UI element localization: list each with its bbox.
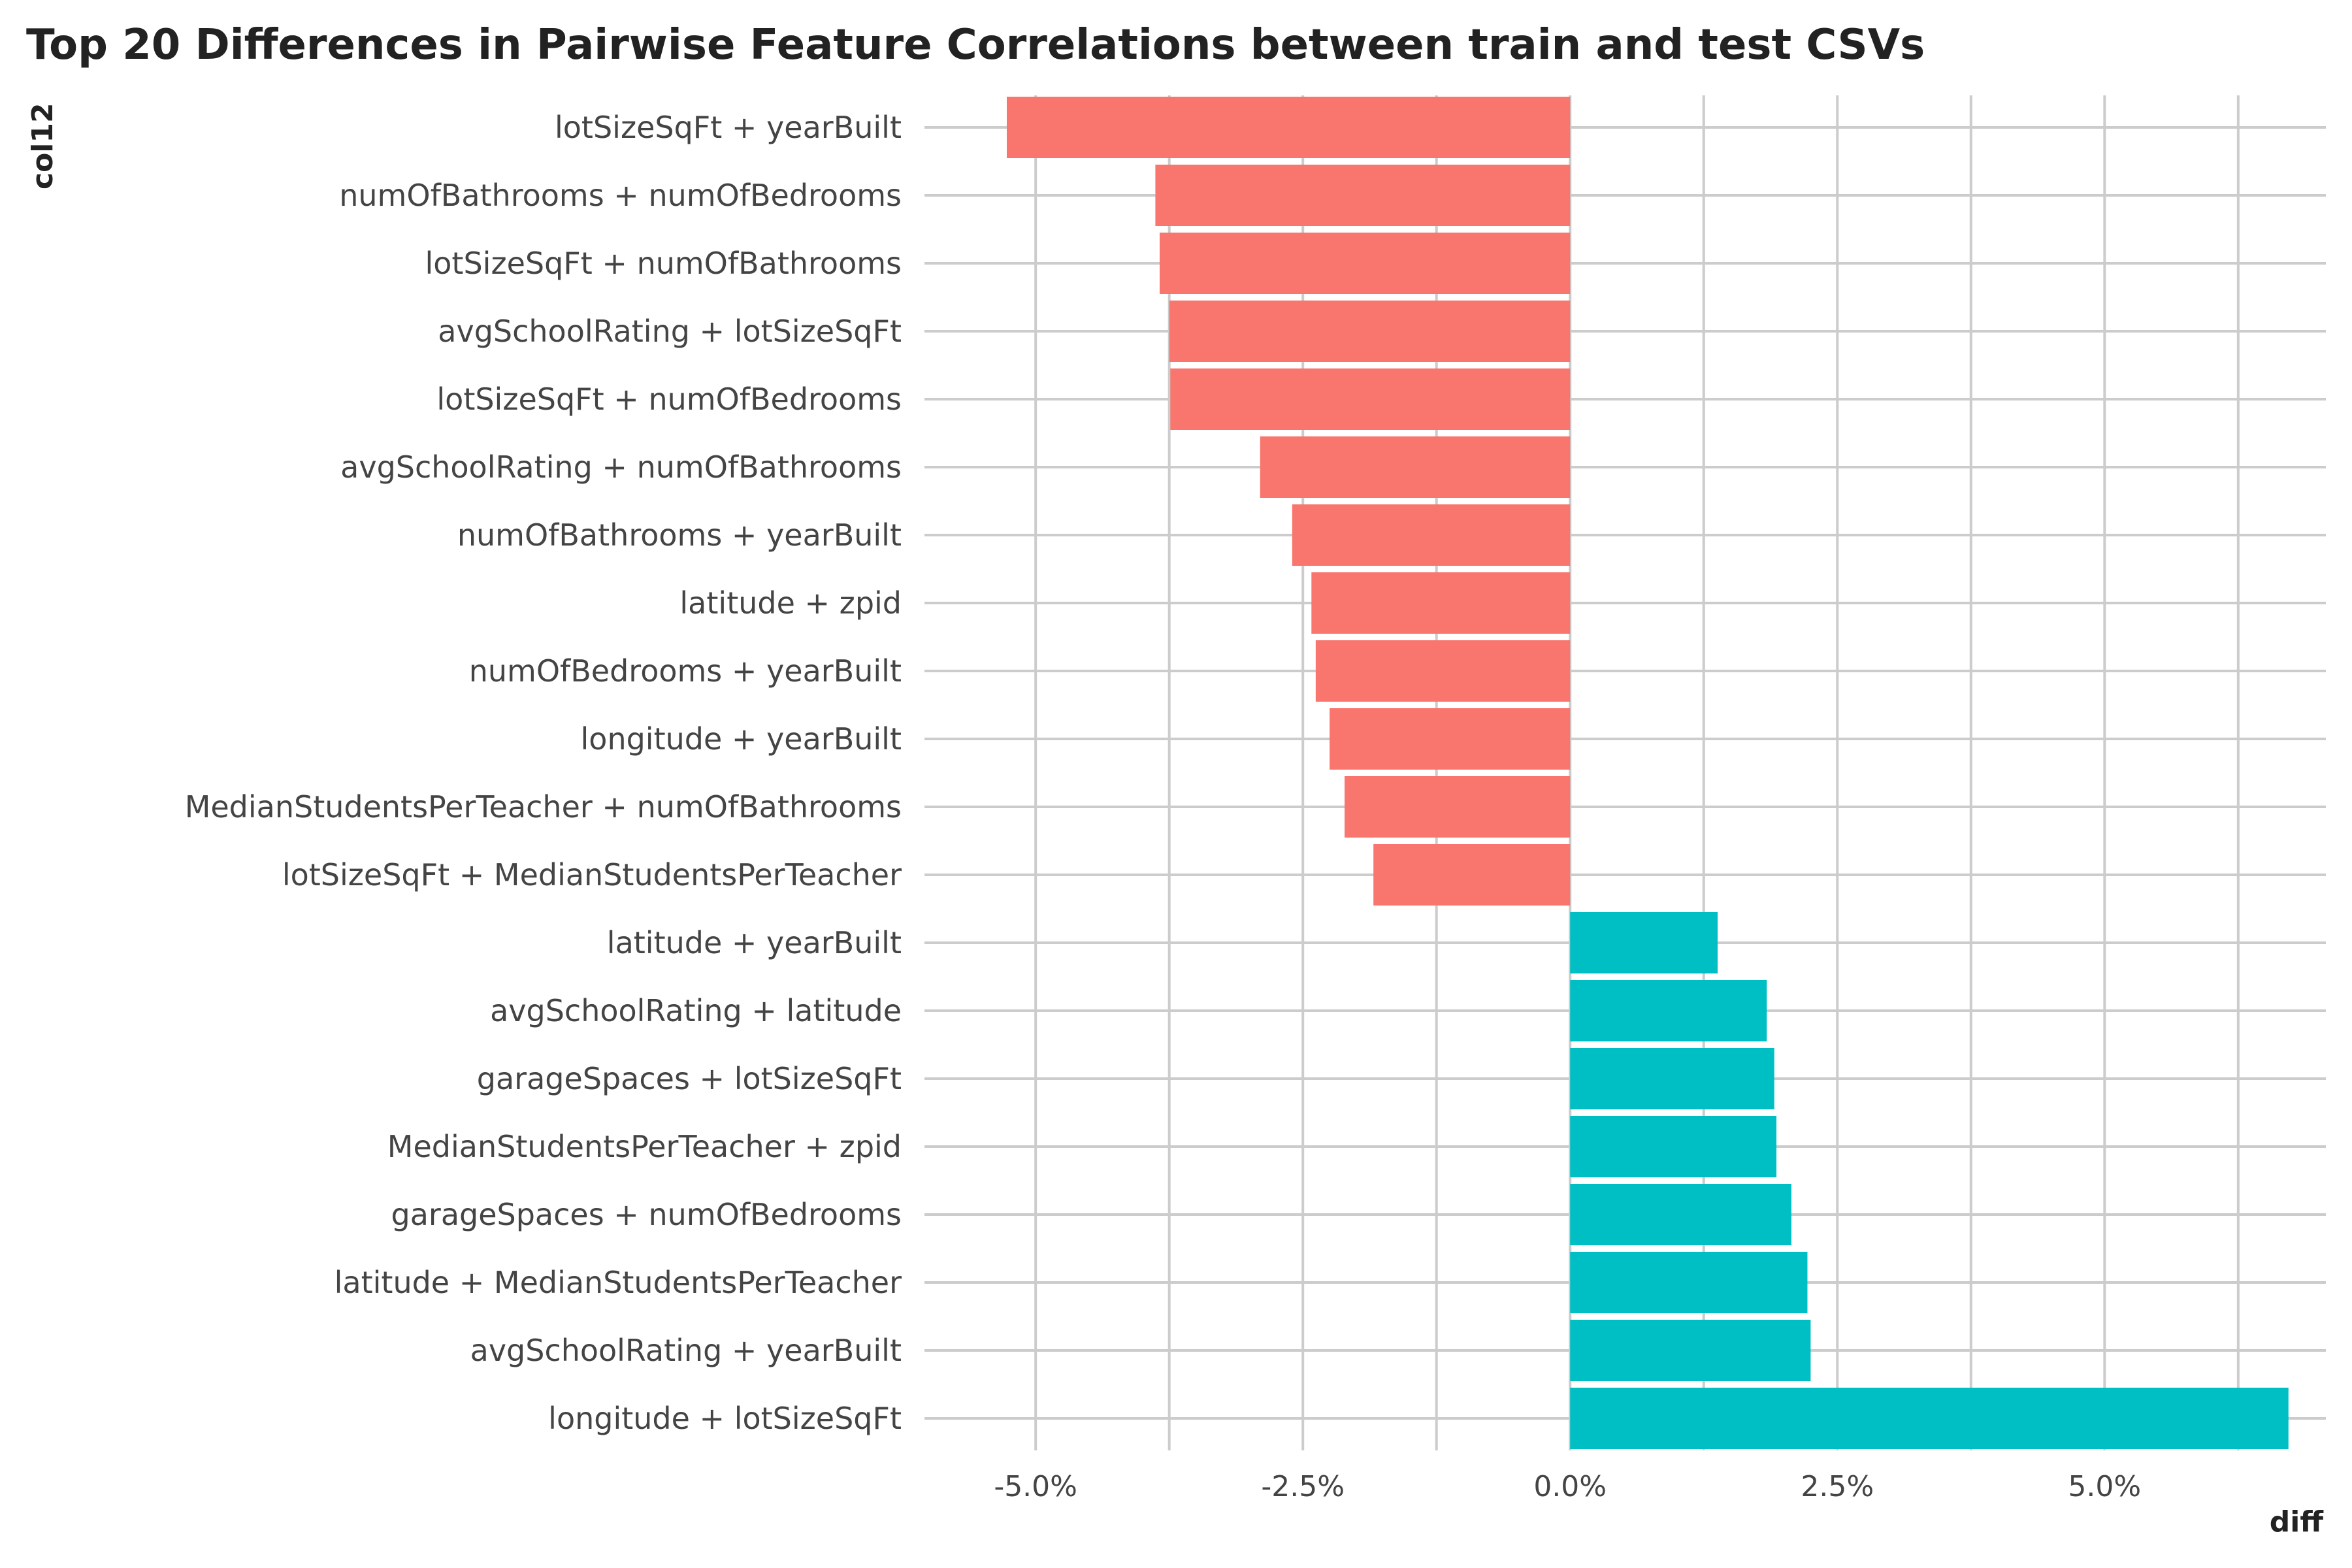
bar — [1373, 844, 1571, 906]
x-tick-label: 2.5% — [1801, 1470, 1874, 1503]
chart-title: Top 20 Differences in Pairwise Feature C… — [26, 21, 1925, 69]
bar — [1570, 1048, 1774, 1109]
y-tick-label: avgSchoolRating + latitude — [490, 993, 902, 1028]
x-tick-label: 0.0% — [1533, 1470, 1607, 1503]
bar — [1570, 1184, 1791, 1245]
y-tick-label: longitude + lotSizeSqFt — [548, 1401, 902, 1436]
x-tick-label: -2.5% — [1261, 1470, 1345, 1503]
bar — [1330, 708, 1571, 770]
x-tick-label: -5.0% — [994, 1470, 1077, 1503]
bar — [1315, 640, 1571, 702]
bar — [1260, 436, 1571, 498]
y-tick-label: numOfBedrooms + yearBuilt — [469, 653, 902, 689]
x-axis-title: diff — [2270, 1505, 2325, 1539]
bar — [1570, 1252, 1808, 1313]
y-axis-title: col12 — [26, 103, 59, 189]
y-tick-label: avgSchoolRating + yearBuilt — [470, 1333, 902, 1368]
bar — [1311, 572, 1571, 634]
y-tick-label: garageSpaces + numOfBedrooms — [391, 1197, 902, 1232]
y-tick-label: latitude + yearBuilt — [607, 925, 902, 960]
x-tick-label: 5.0% — [2068, 1470, 2141, 1503]
bar — [1170, 368, 1571, 430]
bar — [1292, 504, 1571, 566]
x-tick-labels: -5.0% -2.5% 0.0% 2.5% 5.0% — [994, 1470, 2141, 1503]
y-tick-label: MedianStudentsPerTeacher + zpid — [387, 1129, 902, 1164]
bar — [1155, 165, 1571, 226]
y-tick-label: MedianStudentsPerTeacher + numOfBathroom… — [185, 789, 902, 825]
y-tick-label: latitude + MedianStudentsPerTeacher — [335, 1265, 902, 1300]
y-tick-label: longitude + yearBuilt — [581, 721, 902, 757]
y-tick-label: avgSchoolRating + numOfBathrooms — [340, 449, 902, 485]
y-tick-label: latitude + zpid — [679, 585, 902, 621]
bars — [1006, 97, 2289, 1449]
bar — [1570, 912, 1718, 973]
y-tick-label: lotSizeSqFt + MedianStudentsPerTeacher — [282, 857, 902, 892]
y-tick-label: numOfBathrooms + yearBuilt — [457, 517, 902, 553]
y-tick-labels: lotSizeSqFt + yearBuilt numOfBathrooms + … — [185, 110, 902, 1436]
bar — [1169, 301, 1571, 362]
bar — [1570, 1116, 1777, 1177]
bar — [1570, 980, 1767, 1041]
y-tick-label: garageSpaces + lotSizeSqFt — [477, 1061, 902, 1096]
y-tick-label: lotSizeSqFt + yearBuilt — [555, 110, 902, 145]
bar — [1006, 97, 1571, 158]
bar — [1345, 776, 1571, 838]
bar — [1570, 1388, 2289, 1449]
y-tick-label: avgSchoolRating + lotSizeSqFt — [438, 314, 902, 349]
grid-lines — [924, 95, 2326, 1450]
y-tick-label: lotSizeSqFt + numOfBathrooms — [425, 246, 902, 281]
y-tick-label: numOfBathrooms + numOfBedrooms — [339, 178, 902, 213]
bar — [1570, 1320, 1811, 1381]
bar — [1159, 233, 1571, 294]
y-tick-label: lotSizeSqFt + numOfBedrooms — [436, 382, 902, 417]
